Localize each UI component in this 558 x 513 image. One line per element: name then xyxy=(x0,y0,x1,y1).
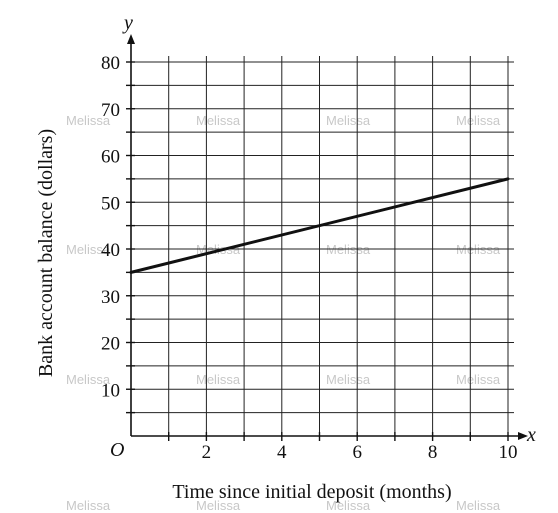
y-tick-label: 20 xyxy=(101,334,120,355)
origin-label: O xyxy=(110,439,124,461)
watermark-text: Melissa xyxy=(326,372,371,387)
watermark-text: Melissa xyxy=(196,498,241,513)
watermark-text: Melissa xyxy=(66,498,111,513)
watermark-text: Melissa xyxy=(66,113,111,128)
y-axis-arrow xyxy=(127,34,135,44)
watermark-text: Melissa xyxy=(66,372,111,387)
watermark-text: Melissa xyxy=(456,372,501,387)
y-tick-label: 40 xyxy=(101,240,120,261)
watermark-text: Melissa xyxy=(66,242,111,257)
series-line xyxy=(129,177,510,274)
x-tick-label: 2 xyxy=(202,442,212,463)
watermark-text: Melissa xyxy=(326,498,371,513)
x-axis-title: Time since initial deposit (months) xyxy=(172,481,451,503)
watermark-layer: Melissa Melissa Melissa Melissa Melissa Melis… xyxy=(66,113,501,513)
y-tick-label: 10 xyxy=(101,380,120,401)
y-axis-variable: y xyxy=(122,12,133,34)
series-layer xyxy=(129,177,510,274)
y-tick-label: 50 xyxy=(101,193,120,214)
axes xyxy=(127,34,528,440)
x-tick-label: 8 xyxy=(428,442,438,463)
x-axis-arrow xyxy=(518,432,528,440)
tick-marks xyxy=(126,61,509,441)
y-tick-label: 30 xyxy=(101,287,120,308)
x-axis-variable: x xyxy=(526,424,536,446)
tick-labels: 2 4 6 8 10 10 20 30 40 50 60 70 80 xyxy=(101,53,518,463)
x-tick-label: 4 xyxy=(277,442,287,463)
y-tick-label: 80 xyxy=(101,53,120,74)
y-axis-title: Bank account balance (dollars) xyxy=(35,129,57,377)
grid-lines xyxy=(131,56,514,436)
x-tick-label: 10 xyxy=(499,442,518,463)
y-tick-label: 70 xyxy=(101,100,120,121)
y-tick-label: 60 xyxy=(101,147,120,168)
watermark-text: Melissa xyxy=(196,372,241,387)
watermark-text: Melissa xyxy=(326,113,371,128)
watermark-text: Melissa xyxy=(456,498,501,513)
watermark-text: Melissa xyxy=(456,113,501,128)
watermark-text: Melissa xyxy=(196,113,241,128)
x-tick-label: 6 xyxy=(352,442,362,463)
